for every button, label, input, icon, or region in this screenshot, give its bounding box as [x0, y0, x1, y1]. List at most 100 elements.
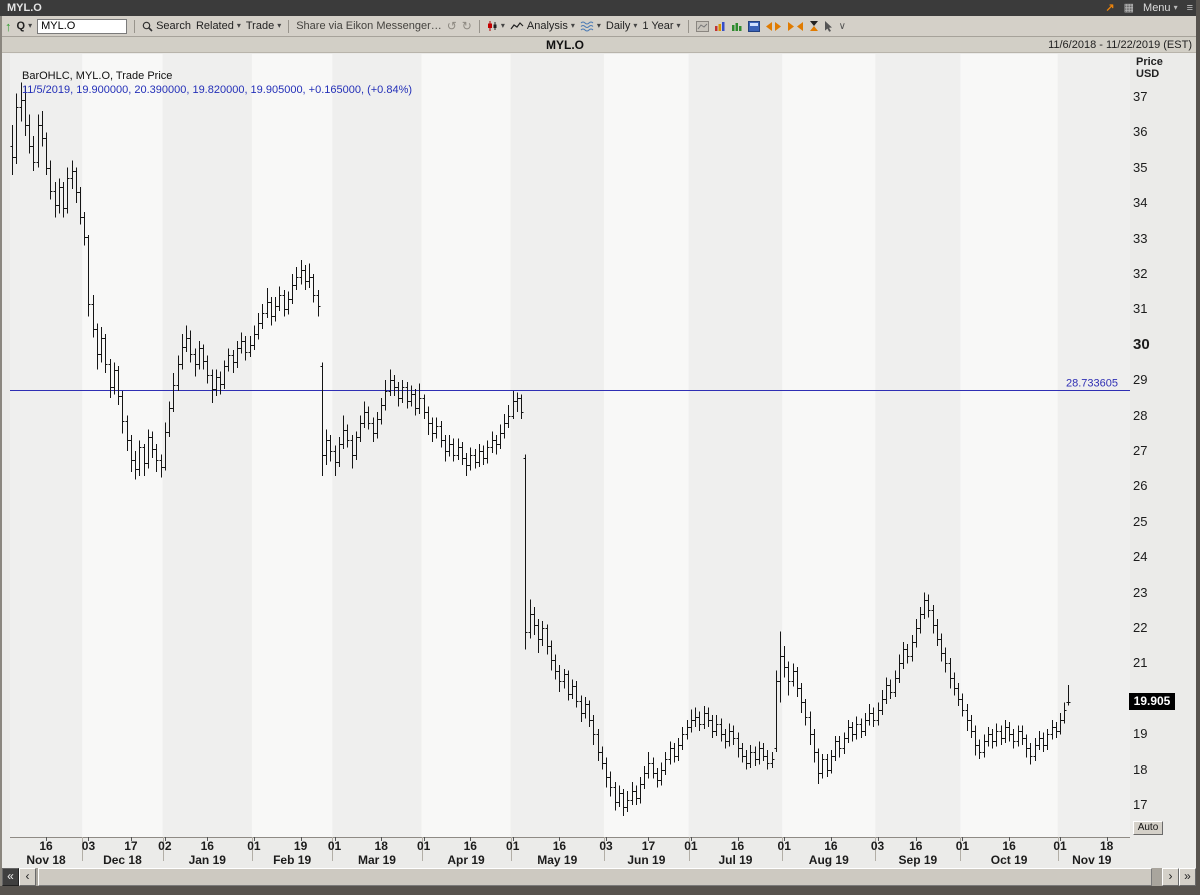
overlay-dropdown[interactable]: ▾ — [580, 21, 601, 32]
legend-ohlc-values: 11/5/2019, 19.900000, 20.390000, 19.8200… — [22, 84, 413, 96]
menu-button[interactable]: Menu ▾ — [1143, 2, 1178, 14]
month-stripe — [875, 54, 961, 837]
scroll-next-button[interactable]: › — [1162, 868, 1179, 886]
candlestick-icon — [487, 21, 497, 31]
price-axis-label: 35 — [1133, 159, 1148, 175]
scroll-last-button[interactable]: » — [1179, 868, 1196, 886]
price-axis-label: 33 — [1133, 230, 1148, 246]
related-label: Related — [195, 20, 234, 32]
symbol-input[interactable] — [37, 18, 128, 34]
toolbar: ↑ Q ▾ Search Related ▾ Trade ▾ Share via… — [0, 16, 1200, 37]
history-button[interactable] — [809, 20, 819, 32]
range-label: 1 Year — [642, 20, 674, 32]
scroll-left-right-buttons[interactable] — [765, 21, 782, 32]
cursor-mode-button[interactable] — [824, 20, 834, 32]
pop-out-icon[interactable]: ↗ — [1105, 1, 1115, 14]
price-plot[interactable]: 28.733605 — [10, 54, 1130, 864]
month-axis-label: Jun 19 — [627, 853, 666, 867]
chevron-down-icon: ▾ — [570, 21, 575, 30]
chevron-down-icon: ▾ — [596, 21, 601, 30]
month-stripe — [603, 54, 689, 837]
orange-converge-icon — [787, 21, 803, 31]
app-selector[interactable]: Q ▾ — [17, 20, 33, 32]
price-axis-label: 26 — [1133, 478, 1148, 494]
chevron-down-icon: ▾ — [676, 21, 681, 30]
thumbnail-chart-button[interactable] — [695, 20, 709, 32]
price-axis-label: 31 — [1133, 301, 1148, 317]
scroll-first-button[interactable]: « — [2, 868, 19, 886]
interval-dropdown[interactable]: Daily ▾ — [606, 20, 637, 32]
last-price-badge: 19.905 — [1129, 693, 1175, 711]
multicolor-bars-icon — [714, 21, 725, 31]
month-stripe — [82, 54, 163, 837]
window-border-left — [0, 16, 2, 895]
analysis-dropdown[interactable]: Analysis ▾ — [510, 20, 575, 32]
month-axis-label: Aug 19 — [808, 853, 849, 867]
auto-scale-button[interactable]: Auto — [1133, 821, 1163, 835]
date-axis-label: 01 — [416, 839, 431, 853]
price-axis-title-line1: Price — [1136, 56, 1163, 68]
multi-series-button[interactable] — [714, 21, 726, 32]
chart-type-dropdown[interactable]: ▾ — [487, 20, 505, 32]
month-stripe — [688, 54, 783, 837]
redo-icon: ↻ — [461, 19, 472, 33]
undo-button[interactable]: ↺ — [447, 20, 457, 32]
scrollbar-thumb[interactable] — [38, 868, 1152, 886]
title-bar: MYL.O ↗ ▦ Menu ▾ ≡ — [0, 0, 1200, 16]
interval-label: Daily — [605, 20, 631, 32]
date-axis-label: 16 — [39, 839, 53, 853]
chevron-down-icon: ▾ — [633, 21, 638, 30]
orange-arrows-icon — [765, 21, 781, 31]
scroll-prev-button[interactable]: ‹ — [19, 868, 36, 886]
zoom-extents-button[interactable] — [787, 21, 804, 32]
price-axis-title: Price USD — [1136, 56, 1163, 80]
date-axis-label: 18 — [374, 839, 388, 853]
window-border-bottom — [0, 886, 1200, 895]
chevron-down-icon: ▾ — [1173, 3, 1178, 12]
search-label: Search — [156, 20, 191, 32]
share-messenger-button[interactable]: Share via Eikon Messenger… — [296, 20, 442, 32]
search-button[interactable]: Search — [142, 20, 191, 32]
chevron-down-icon: ▾ — [236, 21, 241, 30]
month-axis-label: Nov 18 — [26, 853, 66, 867]
hamburger-icon[interactable]: ≡ — [1186, 1, 1193, 14]
chevron-down-icon: ▾ — [277, 21, 282, 30]
redo-button[interactable]: ↻ — [462, 20, 472, 32]
month-axis-label: Mar 19 — [357, 853, 396, 867]
layout-grid-icon[interactable]: ▦ — [1123, 1, 1135, 14]
price-axis-label: 17 — [1133, 797, 1148, 813]
related-dropdown[interactable]: Related ▾ — [196, 20, 241, 32]
line-chart-icon — [510, 22, 524, 30]
month-axis-label: Jul 19 — [718, 853, 753, 867]
quote-up-arrow-icon[interactable]: ↑ — [5, 18, 12, 34]
horizontal-scrollbar[interactable]: « ‹ › » — [2, 868, 1196, 886]
date-axis-label: 16 — [1002, 839, 1016, 853]
range-dropdown[interactable]: 1 Year ▾ — [642, 20, 680, 32]
chevron-down-icon: ▾ — [28, 21, 33, 30]
month-stripe — [1057, 54, 1130, 837]
collapse-toolbar-button[interactable]: ∨ — [839, 21, 846, 32]
month-axis-label: Dec 18 — [103, 853, 142, 867]
waves-icon — [580, 21, 594, 31]
menu-label: Menu — [1143, 2, 1171, 14]
hourglass-icon — [809, 21, 818, 31]
date-axis-label: 03 — [599, 839, 613, 853]
month-stripe — [782, 54, 876, 837]
app-selector-label: Q — [16, 20, 26, 32]
date-axis-label: 01 — [327, 839, 342, 853]
month-axis-label: Feb 19 — [273, 853, 312, 867]
toolbar-separator — [478, 19, 480, 33]
month-axis-label: Apr 19 — [447, 853, 485, 867]
price-axis-label: 37 — [1133, 88, 1148, 104]
trade-label: Trade — [245, 20, 275, 32]
date-axis-label: 01 — [506, 839, 520, 853]
toolbar-separator — [134, 19, 136, 33]
trade-dropdown[interactable]: Trade ▾ — [246, 20, 281, 32]
volume-button[interactable] — [731, 21, 743, 32]
date-axis-label: 02 — [158, 839, 172, 853]
price-axis-label: 28 — [1133, 407, 1148, 423]
window-title: MYL.O — [7, 2, 42, 14]
analysis-label: Analysis — [526, 20, 568, 32]
panel-button[interactable] — [747, 20, 760, 32]
